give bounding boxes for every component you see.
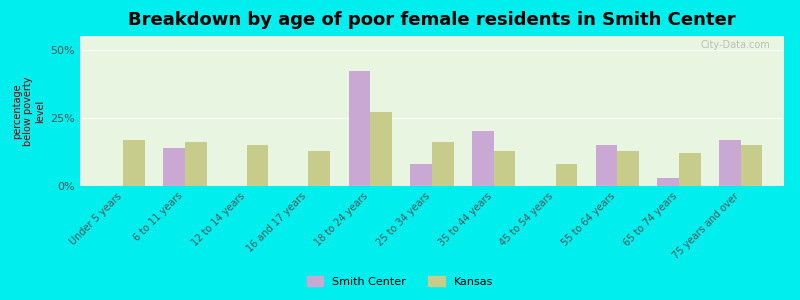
Bar (472, 131, 494, 186)
Bar (370, 112, 392, 186)
Bar (741, 145, 762, 186)
Bar (555, 164, 577, 186)
Bar (185, 142, 206, 186)
Text: City-Data.com: City-Data.com (700, 40, 770, 50)
Bar (596, 145, 618, 186)
Legend: Smith Center, Kansas: Smith Center, Kansas (302, 272, 498, 291)
Bar (163, 148, 185, 186)
Bar (719, 140, 741, 186)
Title: Breakdown by age of poor female residents in Smith Center: Breakdown by age of poor female resident… (128, 11, 736, 29)
Bar (246, 145, 268, 186)
Bar (679, 153, 701, 186)
Bar (309, 151, 330, 186)
Bar (410, 164, 432, 186)
Bar (123, 140, 145, 186)
Bar (658, 178, 679, 186)
Bar (494, 151, 515, 186)
Y-axis label: percentage
below poverty
level: percentage below poverty level (12, 76, 45, 146)
Bar (432, 142, 454, 186)
Bar (618, 151, 639, 186)
Bar (349, 71, 370, 186)
